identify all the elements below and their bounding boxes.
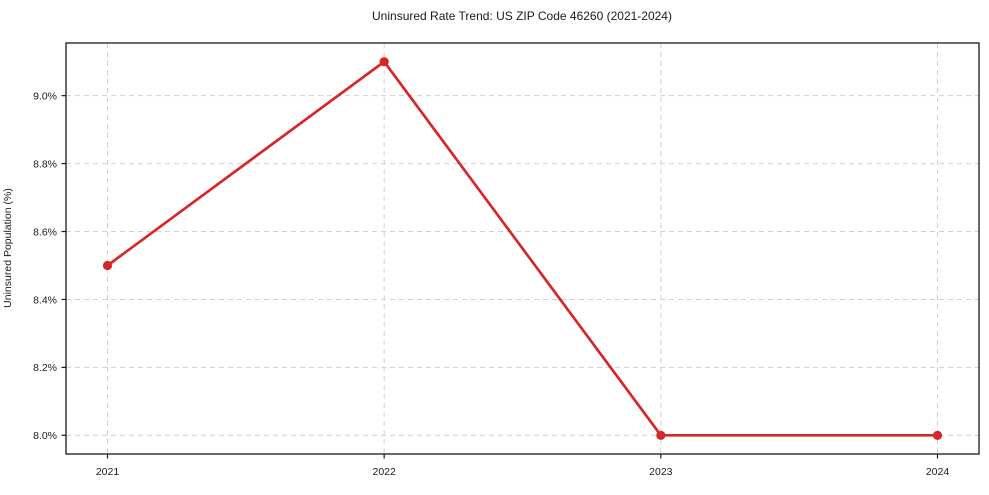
tick-labels: 8.0% 8.2% 8.4% 8.6% 8.8% 9.0% 2021 2022 2023 2024 — [33, 90, 949, 478]
x-tick-label: 2024 — [926, 466, 950, 478]
x-tick-label: 2021 — [96, 466, 120, 478]
y-tick-label: 9.0% — [33, 90, 57, 102]
y-tick-label: 8.8% — [33, 158, 57, 170]
chart-title: Uninsured Rate Trend: US ZIP Code 46260 … — [372, 9, 672, 23]
y-axis-label: Uninsured Population (%) — [2, 188, 14, 308]
y-tick-label: 8.0% — [33, 430, 57, 442]
data-line — [106, 60, 939, 437]
data-point — [379, 57, 389, 67]
data-series — [102, 57, 943, 440]
data-point — [656, 430, 666, 440]
data-point — [102, 260, 113, 271]
y-tick-label: 8.6% — [33, 226, 57, 238]
x-tick-label: 2022 — [372, 466, 396, 478]
data-point — [932, 430, 943, 440]
y-tick-label: 8.2% — [33, 362, 57, 374]
y-tick-label: 8.4% — [33, 294, 57, 306]
x-tick-label: 2023 — [649, 466, 673, 478]
axis-ticks — [61, 95, 939, 459]
plot-border — [65, 42, 980, 455]
